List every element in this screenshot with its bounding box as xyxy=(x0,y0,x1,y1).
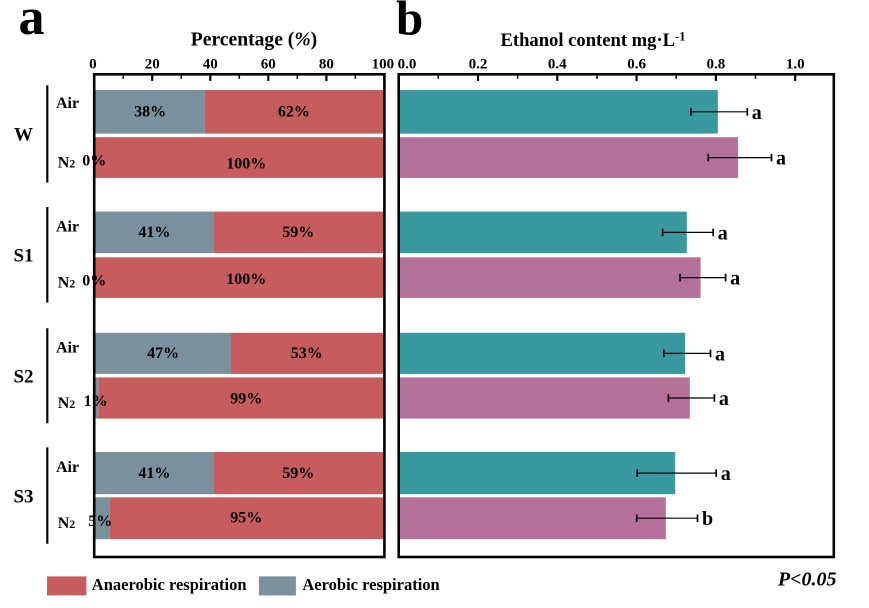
svg-text:a: a xyxy=(719,388,729,410)
svg-text:N2: N2 xyxy=(58,395,76,412)
svg-text:59%: 59% xyxy=(282,224,314,241)
svg-text:S2: S2 xyxy=(13,366,33,387)
svg-text:a: a xyxy=(718,222,728,244)
svg-text:100%: 100% xyxy=(226,156,266,173)
svg-text:100%: 100% xyxy=(226,271,266,288)
svg-text:100: 100 xyxy=(372,56,395,72)
svg-text:47%: 47% xyxy=(147,345,179,362)
svg-text:a: a xyxy=(730,268,740,290)
svg-text:Air: Air xyxy=(56,95,79,112)
svg-text:b: b xyxy=(702,508,713,530)
svg-text:20: 20 xyxy=(145,56,160,72)
svg-text:60: 60 xyxy=(261,56,276,72)
svg-text:Aerobic respiration: Aerobic respiration xyxy=(302,575,439,594)
svg-text:P<0.05: P<0.05 xyxy=(777,568,837,590)
svg-text:Percentage (%): Percentage (%) xyxy=(191,30,317,51)
svg-text:Air: Air xyxy=(56,339,79,356)
svg-text:5%: 5% xyxy=(88,513,112,530)
svg-text:59%: 59% xyxy=(282,465,314,482)
svg-text:N2: N2 xyxy=(58,515,76,532)
svg-text:80: 80 xyxy=(319,56,334,72)
svg-text:1.0: 1.0 xyxy=(786,56,805,72)
svg-text:Anaerobic respiration: Anaerobic respiration xyxy=(92,575,247,594)
svg-text:Air: Air xyxy=(56,218,79,235)
svg-text:W: W xyxy=(14,125,33,146)
svg-text:S3: S3 xyxy=(13,486,33,507)
svg-text:95%: 95% xyxy=(230,510,262,527)
svg-text:0.0: 0.0 xyxy=(398,56,417,72)
svg-text:Ethanol content mg·L-1: Ethanol content mg·L-1 xyxy=(500,30,685,52)
svg-text:0.2: 0.2 xyxy=(469,56,488,72)
svg-text:0: 0 xyxy=(89,56,97,72)
svg-text:62%: 62% xyxy=(278,104,310,121)
svg-text:a: a xyxy=(776,148,786,170)
svg-text:99%: 99% xyxy=(230,391,262,408)
svg-text:Air: Air xyxy=(56,459,79,476)
svg-text:a: a xyxy=(715,343,725,365)
svg-text:0.6: 0.6 xyxy=(627,56,646,72)
svg-text:a: a xyxy=(752,102,762,124)
svg-text:53%: 53% xyxy=(291,345,323,362)
svg-text:38%: 38% xyxy=(134,104,166,121)
svg-text:1%: 1% xyxy=(84,393,108,410)
svg-text:S1: S1 xyxy=(13,245,33,266)
svg-text:N2: N2 xyxy=(58,275,76,292)
svg-text:0.4: 0.4 xyxy=(548,56,567,72)
svg-text:a: a xyxy=(19,0,45,46)
svg-text:41%: 41% xyxy=(138,224,170,241)
svg-text:40: 40 xyxy=(203,56,218,72)
svg-text:0.8: 0.8 xyxy=(707,56,726,72)
svg-text:a: a xyxy=(721,463,731,485)
svg-text:41%: 41% xyxy=(138,465,170,482)
svg-text:b: b xyxy=(396,0,423,46)
svg-text:N2: N2 xyxy=(58,155,76,172)
